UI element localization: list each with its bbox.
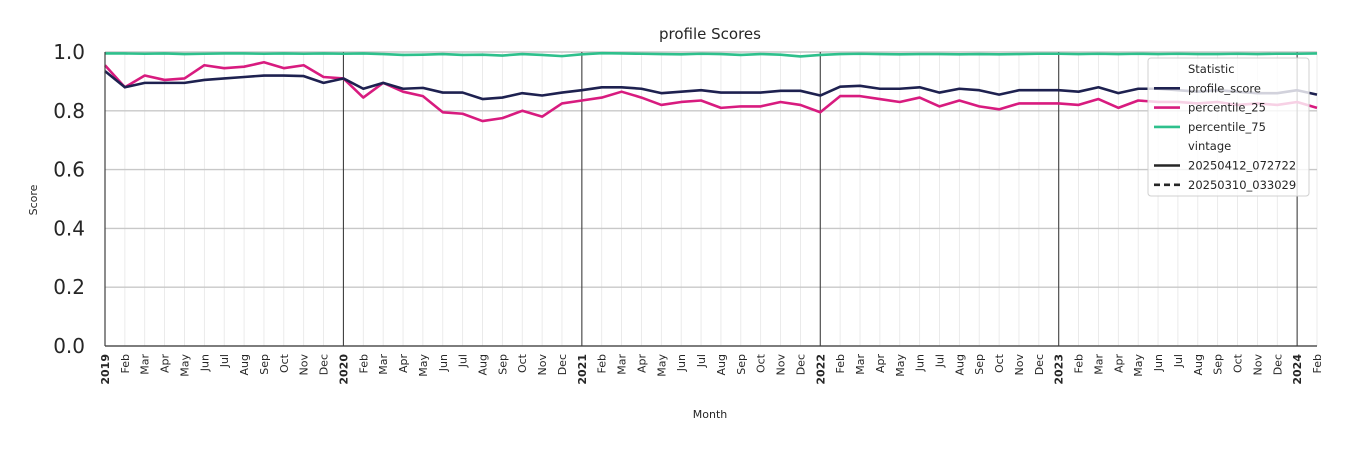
x-tick-month-label: May <box>1132 354 1145 377</box>
x-tick-month-label: May <box>655 354 668 377</box>
chart-title: profile Scores <box>659 25 761 43</box>
x-tick-month-label: Feb <box>1073 354 1086 373</box>
x-tick-month-label: Aug <box>715 354 728 375</box>
x-tick-month-label: Nov <box>775 354 788 376</box>
y-tick-label: 0.4 <box>53 216 85 240</box>
x-tick-month-label: Oct <box>278 353 291 373</box>
x-tick-month-label: Aug <box>238 354 251 375</box>
x-tick-month-label: May <box>894 354 907 377</box>
x-tick-month-label: Dec <box>556 354 569 375</box>
x-tick-year-label: 2021 <box>576 354 589 385</box>
x-tick-year-label: 2020 <box>337 354 350 385</box>
x-tick-month-label: Dec <box>794 354 807 375</box>
x-tick-month-label: Aug <box>477 354 490 375</box>
x-tick-month-label: Jul <box>933 354 946 368</box>
x-tick-month-label: Sep <box>1212 354 1225 375</box>
y-tick-label: 0.2 <box>53 275 85 299</box>
x-tick-month-label: Apr <box>1112 354 1125 374</box>
x-tick-month-label: Jul <box>457 354 470 368</box>
x-tick-month-label: Mar <box>616 354 629 375</box>
axes <box>104 52 1317 347</box>
x-tick-month-label: Oct <box>993 353 1006 373</box>
series-percentile-25 <box>104 60 1318 123</box>
series-layer <box>104 51 1318 123</box>
x-tick-year-label: 2019 <box>99 354 112 385</box>
x-tick-labels: 2019 Feb Mar Apr May Jun Jul Aug Sep Oct Nov Dec 202… <box>99 353 1324 384</box>
legend: Statistic profile_score percentile_25perce… <box>1147 57 1310 197</box>
x-tick-year-label: 2024 <box>1291 354 1304 385</box>
x-tick-month-label: Oct <box>755 353 768 373</box>
x-tick-month-label: Jun <box>198 354 211 372</box>
x-tick-month-label: Mar <box>1092 354 1105 375</box>
x-tick-month-label: Apr <box>874 354 887 374</box>
legend-item-percentile-25-label: percentile_25 <box>1188 101 1266 115</box>
legend-box <box>1147 57 1310 197</box>
x-tick-month-label: Mar <box>377 354 390 375</box>
x-tick-month-label: Mar <box>139 354 152 375</box>
x-tick-month-label: Aug <box>1192 354 1205 375</box>
x-tick-month-label: Jul <box>695 354 708 368</box>
y-tick-labels: 0.0 0.2 0.4 0.6 0.8 1.0 <box>53 40 85 358</box>
x-tick-month-label: May <box>178 354 191 377</box>
x-tick-month-label: Feb <box>357 354 370 373</box>
x-tick-year-label: 2023 <box>1053 354 1066 385</box>
x-tick-year-label: 2022 <box>814 354 827 385</box>
x-tick-month-label: Feb <box>119 354 132 373</box>
x-tick-month-label: Jun <box>914 354 927 372</box>
x-tick-month-label: Aug <box>953 354 966 375</box>
y-axis-label: Score <box>27 184 40 215</box>
x-tick-month-label: Oct <box>516 353 529 373</box>
x-tick-month-label: Sep <box>258 354 271 375</box>
x-tick-month-label: Feb <box>834 354 847 373</box>
x-tick-month-label: Feb <box>1311 354 1324 373</box>
x-tick-month-label: Jun <box>675 354 688 372</box>
series-profile-score <box>104 70 1318 101</box>
y-tick-label: 1.0 <box>53 40 85 64</box>
y-tick-label: 0.6 <box>53 158 85 182</box>
legend-item-vintage-2-label: 20250310_033029 <box>1188 178 1296 192</box>
x-tick-month-label: Apr <box>159 354 172 374</box>
x-tick-month-label: Nov <box>1013 354 1026 376</box>
x-tick-month-label: Dec <box>318 354 331 375</box>
x-tick-month-label: Nov <box>1251 354 1264 376</box>
legend-header-vintage: vintage <box>1188 139 1231 153</box>
legend-item-percentile-75-label: percentile_75 <box>1188 120 1266 134</box>
y-tick-label: 0.8 <box>53 99 85 123</box>
grid <box>104 51 1318 347</box>
x-tick-month-label: May <box>417 354 430 377</box>
x-tick-month-label: Oct <box>1232 353 1245 373</box>
x-tick-month-label: Nov <box>536 354 549 376</box>
x-tick-month-label: Sep <box>973 354 986 375</box>
x-tick-month-label: Nov <box>298 354 311 376</box>
x-tick-month-label: Dec <box>1271 354 1284 375</box>
series-percentile-75 <box>105 51 1318 58</box>
x-tick-month-label: Apr <box>635 354 648 374</box>
x-tick-month-label: Jun <box>437 354 450 372</box>
legend-header-statistic: Statistic <box>1188 62 1235 76</box>
legend-item-vintage-1-label: 20250412_072722 <box>1188 159 1296 173</box>
x-tick-month-label: Feb <box>596 354 609 373</box>
x-tick-month-label: Jul <box>1172 354 1185 368</box>
x-tick-month-label: Jul <box>218 354 231 368</box>
x-tick-month-label: Apr <box>397 354 410 374</box>
x-tick-month-label: Mar <box>854 354 867 375</box>
x-tick-month-label: Jun <box>1152 354 1165 372</box>
x-axis-label: Month <box>693 408 728 421</box>
x-tick-month-label: Dec <box>1033 354 1046 375</box>
x-tick-month-label: Sep <box>735 354 748 375</box>
legend-item-profile-score-label: profile_score <box>1188 81 1261 95</box>
y-tick-label: 0.0 <box>53 334 85 358</box>
x-tick-month-label: Sep <box>496 354 509 375</box>
